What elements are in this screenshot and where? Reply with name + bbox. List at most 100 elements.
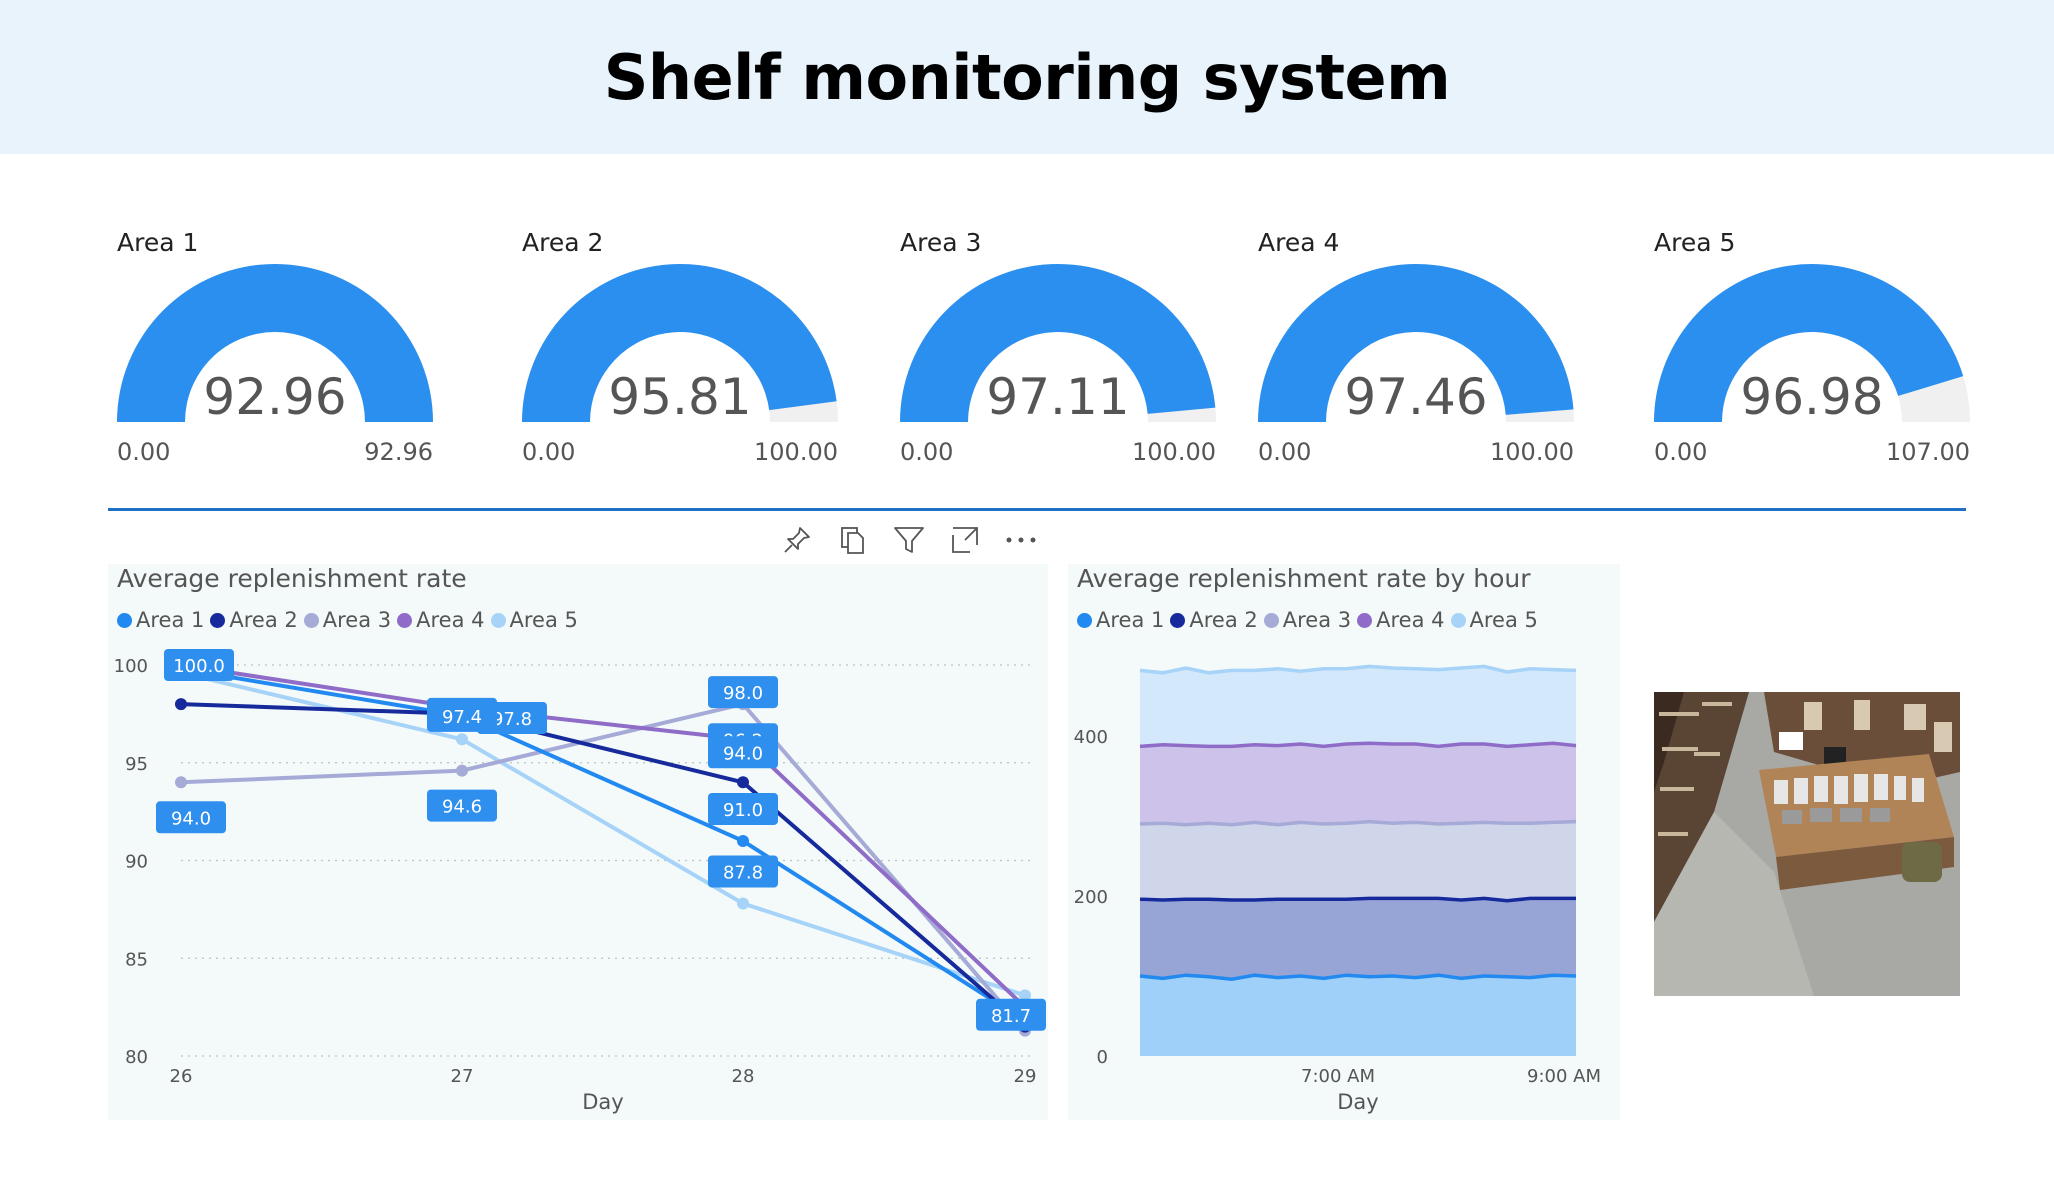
more-options-icon[interactable] <box>1002 521 1040 559</box>
data-point[interactable] <box>175 698 187 711</box>
gauge-area-2[interactable]: Area 2 95.81 0.00 100.00 <box>522 228 862 488</box>
gauge-title: Area 1 <box>117 228 199 257</box>
data-label-bg <box>708 736 778 769</box>
gauge-dial: 97.11 0.00 100.00 <box>900 263 1216 466</box>
store-camera-image <box>1654 692 1960 996</box>
legend-item-area-3[interactable]: Area 3 <box>1263 608 1351 632</box>
filter-icon[interactable] <box>890 521 928 559</box>
report-header: Shelf monitoring system <box>0 0 2054 154</box>
area-line-area-3 <box>1139 819 1577 827</box>
gauge-area-5[interactable]: Area 5 96.98 0.00 107.00 <box>1654 228 1994 488</box>
pin-icon[interactable] <box>778 521 816 559</box>
data-label: 94.0 <box>171 808 211 829</box>
gauge-area-1[interactable]: Area 1 92.96 0.00 92.96 <box>117 228 457 488</box>
y-tick-label: 95 <box>125 754 148 775</box>
gauge-value: 95.81 <box>608 368 751 426</box>
gauge-area-4[interactable]: Area 4 97.46 0.00 100.00 <box>1258 228 1598 488</box>
x-tick-label: 7:00 AM <box>1301 1066 1375 1087</box>
area-band-area-2[interactable] <box>1140 898 1576 980</box>
data-point[interactable] <box>737 834 749 847</box>
area-line-area-1 <box>1139 973 1577 981</box>
series-line-area-2[interactable] <box>180 702 1027 1029</box>
area-chart-panel[interactable]: Average replenishment rate by hour Area … <box>1068 564 1620 1120</box>
data-label-bg <box>708 792 778 825</box>
legend-item-area-4[interactable]: Area 4 <box>397 608 485 632</box>
y-tick-label: 90 <box>125 852 148 873</box>
y-tick-label: 200 <box>1074 887 1108 908</box>
gauge-fill <box>117 264 433 422</box>
data-point[interactable] <box>456 733 468 746</box>
gauge-title: Area 3 <box>900 228 982 257</box>
area-line-area-5 <box>1139 664 1577 675</box>
data-label: 91.0 <box>723 800 763 821</box>
area-band-area-4[interactable] <box>1140 743 1576 825</box>
gauge-max-label: 100.00 <box>1132 438 1216 466</box>
gauge-fill <box>522 264 837 422</box>
legend-item-area-1[interactable]: Area 1 <box>117 608 204 632</box>
chart-legend: Area 1 Area 2 Area 3 Area 4 Area 5 <box>117 608 584 632</box>
gauge-min-label: 0.00 <box>900 438 953 466</box>
gauge-value: 97.46 <box>1344 368 1487 426</box>
area-band-area-5[interactable] <box>1140 666 1576 747</box>
data-point[interactable] <box>737 897 749 910</box>
line-chart-panel[interactable]: Average replenishment rate Area 1 Area 2… <box>108 564 1048 1120</box>
area-chart-plot: 0 200 400 7:00 AM 9:00 AM Day <box>1074 664 1601 1114</box>
gauge-min-label: 0.00 <box>1258 438 1311 466</box>
y-tick-label: 100 <box>114 656 148 677</box>
x-tick-label: 27 <box>451 1066 474 1087</box>
visual-toolbar <box>778 520 1040 560</box>
legend-item-area-3[interactable]: Area 3 <box>303 608 391 632</box>
gauge-min-label: 0.00 <box>1654 438 1707 466</box>
data-label: 100.0 <box>173 656 225 677</box>
data-point[interactable] <box>1019 989 1031 1002</box>
data-label-bg <box>708 676 778 709</box>
data-label-bg <box>164 649 234 681</box>
x-tick-label: 9:00 AM <box>1527 1066 1601 1087</box>
page-title: Shelf monitoring system <box>603 40 1451 114</box>
chart-legend: Area 1 Area 2 Area 3 Area 4 Area 5 <box>1077 608 1544 632</box>
gauge-max-label: 107.00 <box>1886 438 1970 466</box>
data-label-bg <box>708 855 778 888</box>
gauge-max-label: 100.00 <box>1490 438 1574 466</box>
section-divider <box>108 508 1966 511</box>
area-band-area-1[interactable] <box>1140 975 1576 1056</box>
y-tick-label: 85 <box>125 949 148 970</box>
area-band-area-3[interactable] <box>1140 821 1576 901</box>
gauge-value: 97.11 <box>986 368 1129 426</box>
gauge-area-3[interactable]: Area 3 97.11 0.00 100.00 <box>900 228 1240 488</box>
data-label: 97.8 <box>492 709 532 730</box>
series-line-area-3[interactable] <box>180 702 1027 1032</box>
gauge-dial: 95.81 0.00 100.00 <box>522 264 838 466</box>
data-label-bg <box>976 998 1046 1031</box>
area-line-area-2 <box>1139 896 1576 903</box>
legend-item-area-4[interactable]: Area 4 <box>1357 608 1445 632</box>
x-tick-label: 28 <box>732 1066 755 1087</box>
x-axis-title: Day <box>582 1090 623 1114</box>
x-tick-label: 26 <box>170 1066 193 1087</box>
gauge-fill <box>900 263 1216 422</box>
series-line-area-1[interactable] <box>180 666 1027 1023</box>
gauge-value: 96.98 <box>1740 368 1883 426</box>
data-point[interactable] <box>737 776 749 789</box>
series-line-area-4[interactable] <box>180 663 1027 1009</box>
data-point[interactable] <box>175 776 187 789</box>
x-axis-title: Day <box>1337 1090 1378 1114</box>
gauge-title: Area 2 <box>522 228 604 257</box>
gauge-fill <box>1258 264 1574 422</box>
focus-mode-icon[interactable] <box>946 521 984 559</box>
legend-item-area-2[interactable]: Area 2 <box>1170 608 1258 632</box>
gauge-max-label: 100.00 <box>754 438 838 466</box>
legend-item-area-5[interactable]: Area 5 <box>1450 608 1538 632</box>
series-line-area-5[interactable] <box>180 670 1026 998</box>
legend-item-area-5[interactable]: Area 5 <box>490 608 578 632</box>
data-point[interactable] <box>456 764 468 777</box>
line-chart-plot: 8085909510026272829Day100.094.097.597.89… <box>114 649 1046 1114</box>
data-label: 81.7 <box>991 1006 1031 1027</box>
copy-icon[interactable] <box>834 521 872 559</box>
legend-item-area-1[interactable]: Area 1 <box>1077 608 1164 632</box>
data-label-bg <box>427 699 497 732</box>
data-label: 87.8 <box>723 863 763 884</box>
data-label: 94.0 <box>723 743 763 764</box>
gauge-dial: 97.46 0.00 100.00 <box>1258 264 1574 466</box>
legend-item-area-2[interactable]: Area 2 <box>210 608 298 632</box>
